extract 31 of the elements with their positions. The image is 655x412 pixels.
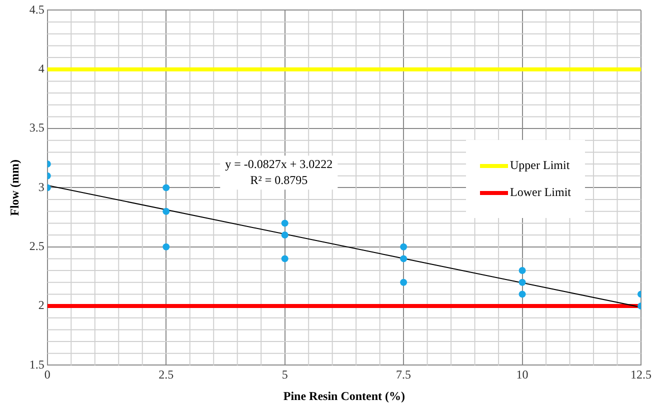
x-tick-label: 0: [44, 368, 50, 382]
legend-label: Lower Limit: [510, 185, 571, 200]
point: [518, 290, 526, 298]
y-axis-title: Flow (mm): [7, 160, 22, 216]
point: [281, 220, 288, 227]
point: [400, 278, 408, 286]
x-tick-label: 2.5: [158, 368, 174, 382]
legend-label: Upper Limit: [510, 158, 570, 173]
point: [518, 267, 526, 274]
y-tick-label: 4.5: [29, 2, 44, 16]
point: [518, 278, 526, 286]
point: [162, 243, 170, 250]
y-tick-label: 2: [38, 298, 44, 312]
point: [281, 255, 288, 262]
x-tick-label: 7.5: [396, 368, 412, 382]
x-tick-label: 10: [516, 368, 528, 382]
point: [281, 232, 288, 239]
x-axis-title: Pine Resin Content (%): [283, 388, 406, 403]
y-tick-label: 2.5: [29, 239, 44, 254]
y-tick-label: 1.5: [29, 357, 44, 372]
x-tick-label: 12.5: [630, 368, 652, 382]
point: [162, 184, 170, 192]
point: [400, 255, 408, 262]
point: [400, 243, 408, 250]
y-tick-label: 3.5: [29, 120, 44, 135]
x-tick-label: 5: [282, 368, 288, 382]
annotation: y = -0.0827x + 3.0222: [225, 156, 333, 171]
point: [162, 208, 170, 215]
y-tick-label: 3: [38, 180, 44, 194]
y-tick-label: 4: [38, 62, 44, 76]
annotation: R² = 0.8795: [250, 172, 308, 187]
